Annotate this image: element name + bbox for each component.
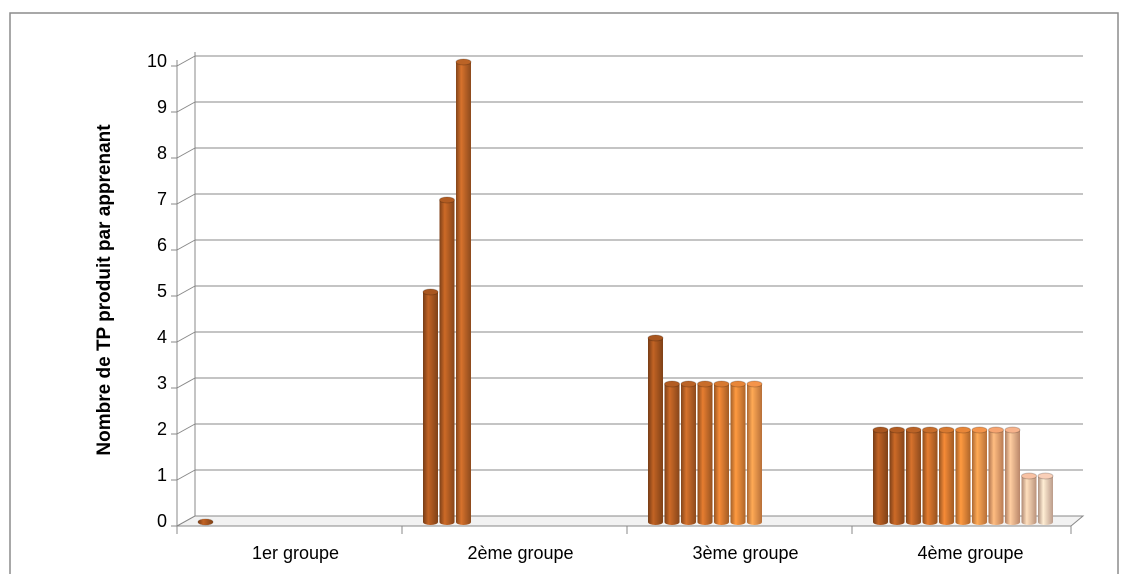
bar [423,292,438,522]
bar-base [714,519,729,525]
bar [939,430,954,522]
grid-line-side [176,239,196,251]
bar-base [648,519,663,525]
bar-top [680,380,697,388]
x-tick-label: 2ème groupe [467,543,573,563]
grid-line-side [176,101,196,113]
bar-top [422,288,439,296]
y-tick-label: 1 [157,465,167,485]
bar-base [873,519,888,525]
y-tick-label: 5 [157,281,167,301]
chart-border [9,12,1119,574]
grid-line-side [176,55,196,67]
bar [697,384,713,522]
bar-top [730,380,746,388]
bar [922,430,938,522]
bar [873,430,888,522]
bar-top [1004,426,1021,434]
bar [1005,430,1020,522]
grid-line-side [176,423,196,435]
bar [664,384,680,522]
bar [1038,476,1053,522]
bar [747,384,762,522]
bar [730,384,746,522]
bar-top [889,426,905,434]
grid-line-side [176,469,196,481]
bar-base [906,519,921,525]
bar-top [1021,472,1037,480]
bar-top [922,426,938,434]
y-tick-label: 6 [157,235,167,255]
x-tick-label: 1er groupe [252,543,339,563]
x-tick-label: 4ème groupe [917,543,1023,563]
bar [1021,476,1037,522]
bar-top [1037,472,1054,480]
bar-base [423,519,438,525]
bar-top [746,380,763,388]
bar-top [664,380,680,388]
bar-top [647,334,664,342]
bar-base [730,519,746,525]
bar [648,338,663,522]
y-tick-label: 2 [157,419,167,439]
grid-line-side [176,285,196,297]
grid-line-side [176,515,196,527]
x-tick-label: 3ème groupe [692,543,798,563]
bar [906,430,921,522]
bar [681,384,696,522]
bar-top [905,426,922,434]
grid-line-side [176,331,196,343]
bar [456,62,471,522]
grid-line-side [176,377,196,389]
bar-base [1038,519,1053,525]
bar-base [972,519,987,525]
bar-top [988,426,1004,434]
bar-top [938,426,955,434]
bar-base [747,519,762,525]
bar-top [713,380,730,388]
bar-top [955,426,971,434]
grid-line-side [176,147,196,159]
bar-base [955,519,971,525]
y-tick-label: 4 [157,327,167,347]
bar [972,430,987,522]
bar [955,430,971,522]
y-tick-label: 8 [157,143,167,163]
bar-base [1005,519,1020,525]
y-tick-label: 3 [157,373,167,393]
bar [889,430,905,522]
bar-base [939,519,954,525]
bar-base [439,519,455,525]
bar-base [456,519,471,525]
bar-base [889,519,905,525]
y-tick-label: 9 [157,97,167,117]
bar-base [198,519,213,525]
bar-top [439,196,455,204]
bar [714,384,729,522]
bar-base [988,519,1004,525]
bar [439,200,455,522]
bar-top [872,426,889,434]
y-tick-label: 10 [147,51,167,71]
bar-base [681,519,696,525]
y-tick-label: 0 [157,511,167,531]
bar-base [922,519,938,525]
grid-line-side [176,193,196,205]
y-axis-title: Nombre de TP produit par apprenant [94,124,115,456]
bar-base [1021,519,1037,525]
bar-base [697,519,713,525]
bar-base [664,519,680,525]
y-tick-label: 7 [157,189,167,209]
bar-top [971,426,988,434]
bar [988,430,1004,522]
bar-top [455,58,472,66]
bar-top [697,380,713,388]
